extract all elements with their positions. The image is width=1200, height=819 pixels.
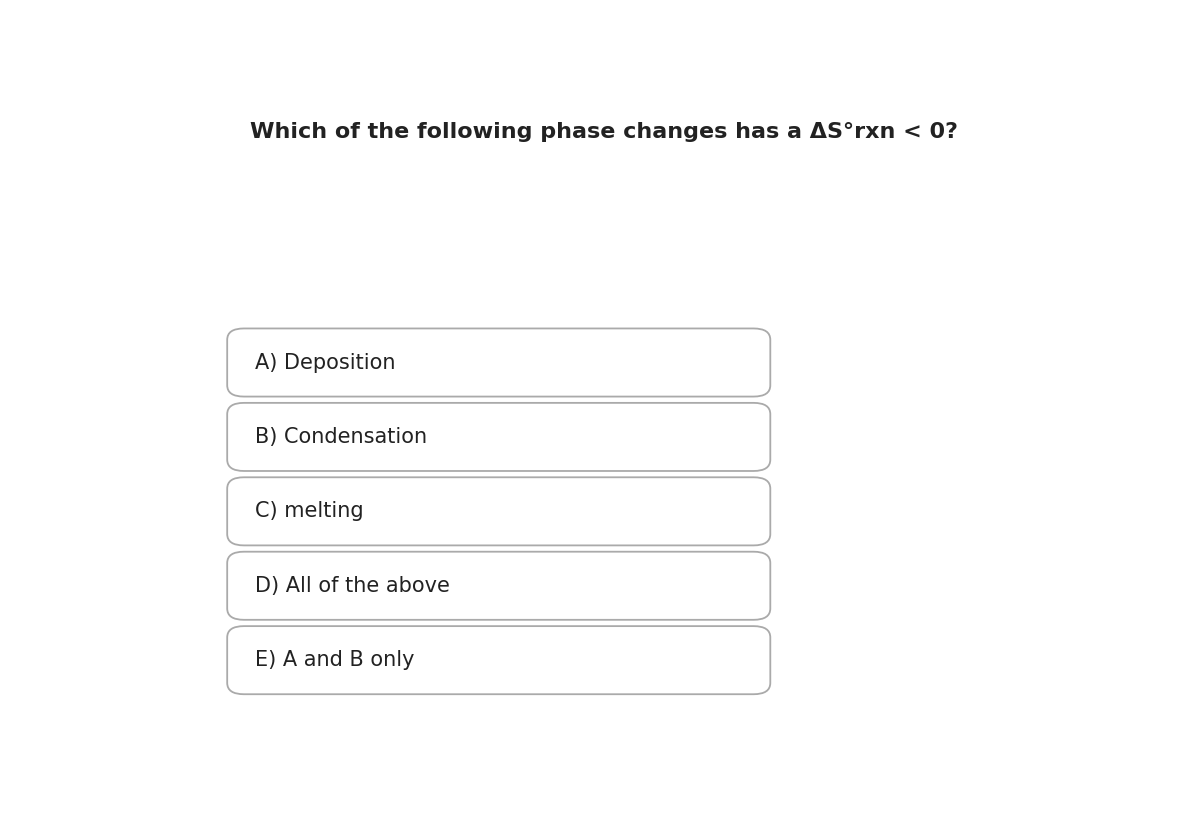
Text: B) Condensation: B) Condensation [256,427,427,447]
FancyBboxPatch shape [227,403,770,471]
FancyBboxPatch shape [227,626,770,695]
Text: C) melting: C) melting [256,501,364,522]
Text: Which of the following phase changes has a ΔS°rxn < 0?: Which of the following phase changes has… [251,121,959,142]
Text: D) All of the above: D) All of the above [256,576,450,595]
FancyBboxPatch shape [227,552,770,620]
FancyBboxPatch shape [227,477,770,545]
Text: A) Deposition: A) Deposition [256,352,396,373]
Text: E) A and B only: E) A and B only [256,650,414,670]
FancyBboxPatch shape [227,328,770,396]
